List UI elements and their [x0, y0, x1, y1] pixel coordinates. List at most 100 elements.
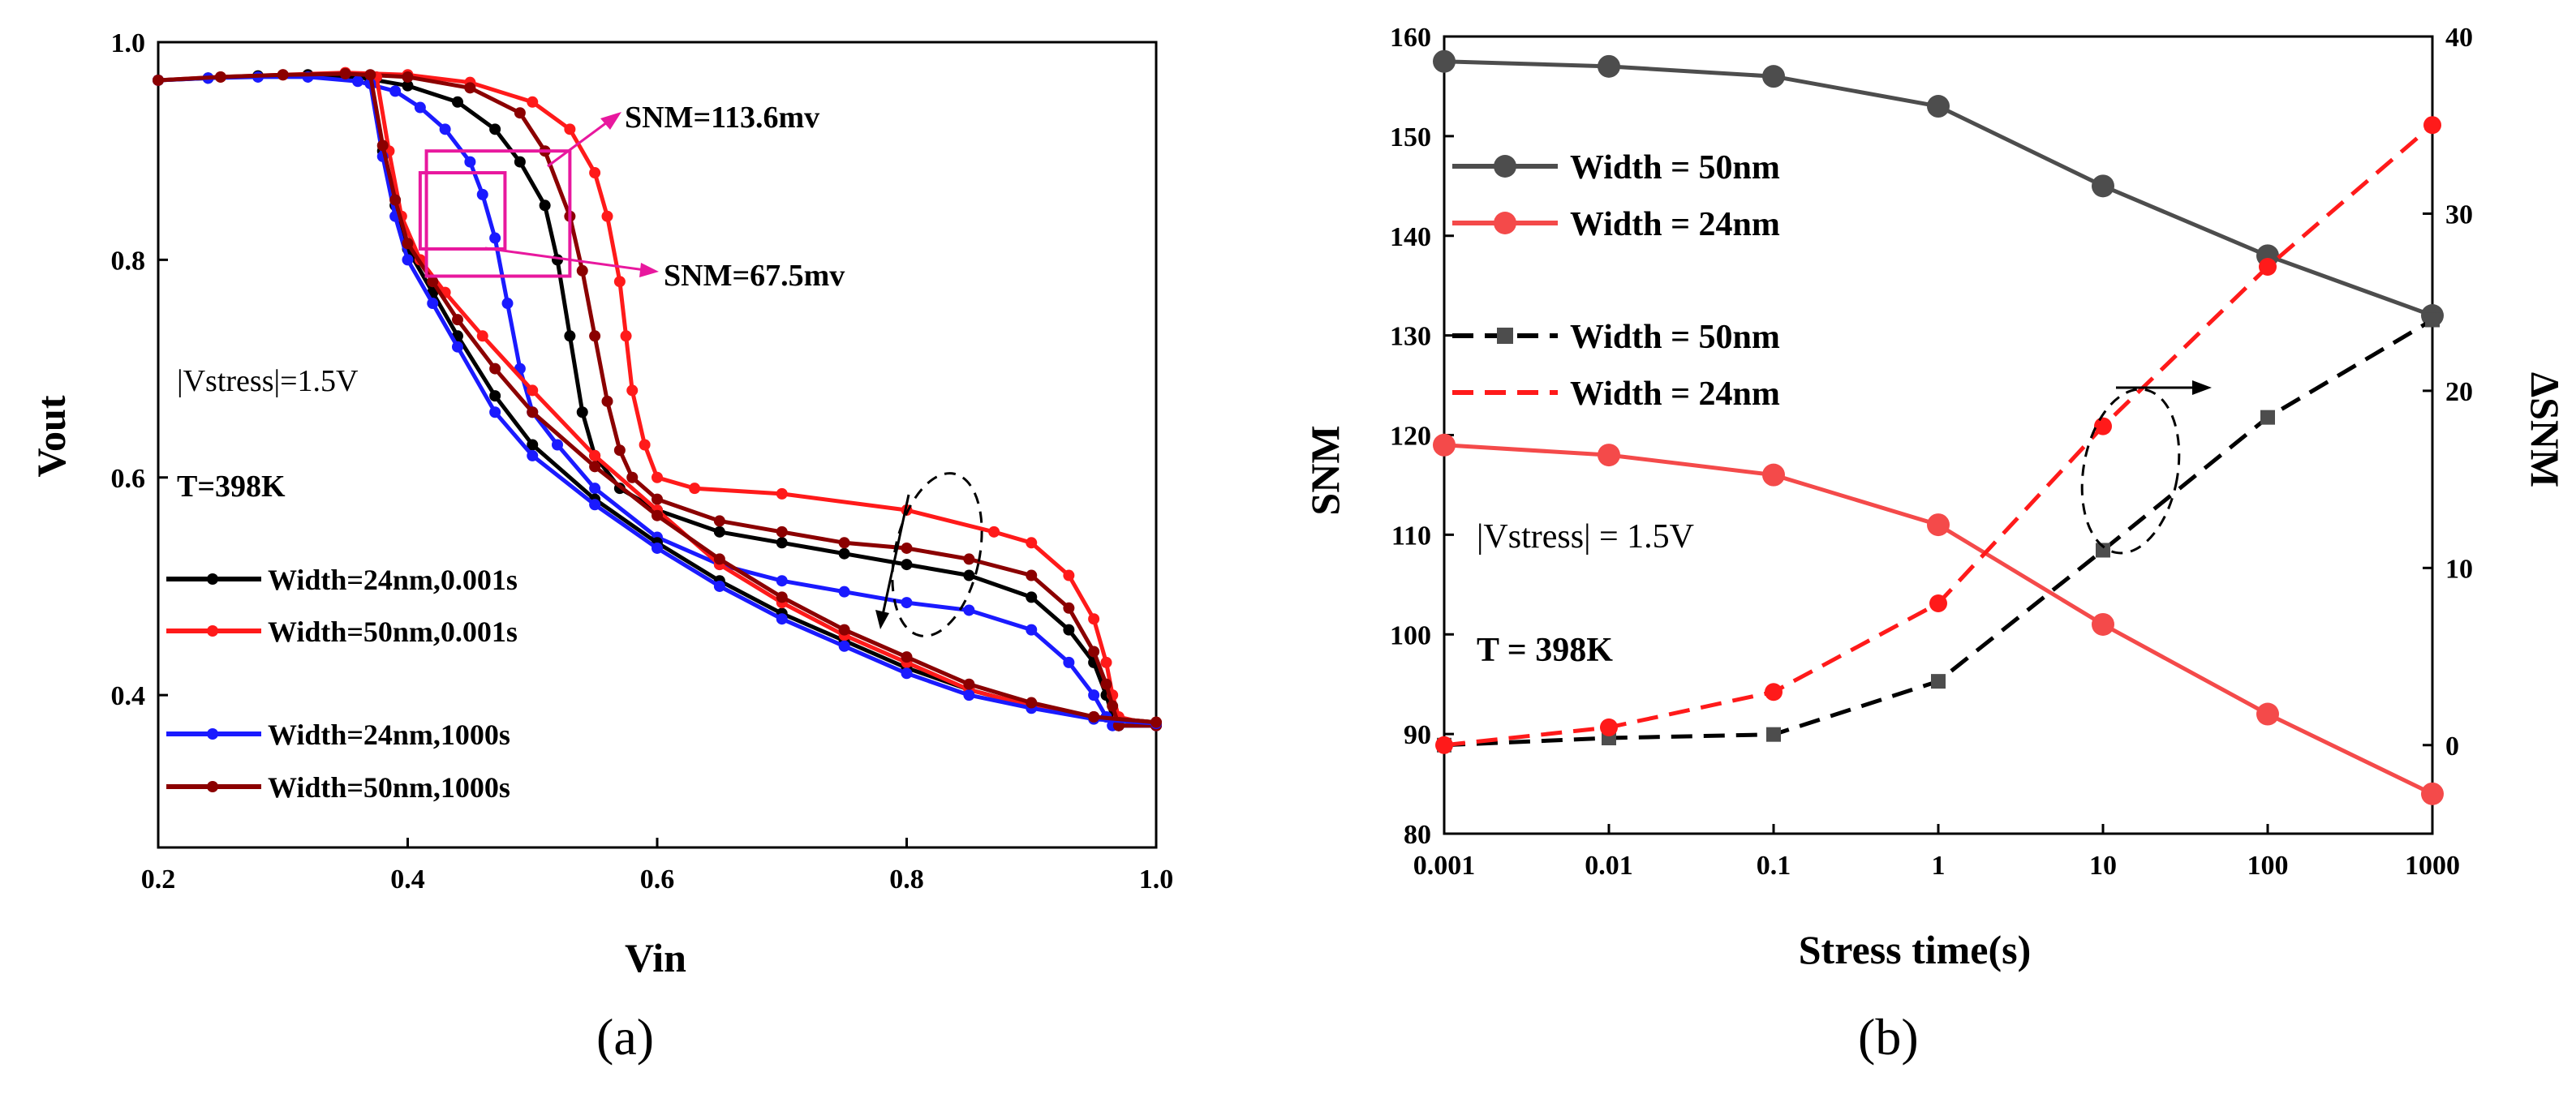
a-point-width-24nm-0-001s [576, 406, 588, 418]
a-point-width-50nm-1000s [652, 493, 663, 505]
aging-ellipse [891, 472, 983, 637]
a-point-width-50nm-1000s [963, 553, 975, 565]
a-point-width-50nm-0-001s [527, 96, 539, 108]
a-line-curve-7 [368, 74, 1157, 725]
legend-marker-snm-50nm [1494, 155, 1516, 178]
a-point-curve-4 [527, 439, 539, 451]
a-point-width-24nm-1000s [776, 575, 788, 587]
b-point-width-24nm-left [1433, 433, 1456, 457]
b-y-tick-label: 120 [1390, 422, 1431, 452]
b-y-tick-label: 160 [1390, 23, 1431, 53]
b-point-width-24nm-right [2423, 116, 2441, 135]
legend-label-dsnm-50nm: Width = 50nm [1570, 319, 1780, 356]
b-y-tick-label: 80 [1404, 820, 1431, 850]
a-point-curve-5 [476, 330, 488, 342]
b-point-width-50nm-left [1762, 65, 1785, 88]
legend-label-snm-50nm: Width = 50nm [1570, 149, 1780, 187]
b-point-width-24nm-left [1598, 444, 1620, 467]
b-y2-tick-label: 40 [2445, 23, 2473, 53]
b-point-width-24nm-right [1435, 736, 1453, 754]
a-point-width-24nm-0-001s [402, 79, 414, 92]
a-point-width-24nm-1000s [838, 586, 850, 598]
a-point-width-24nm-1000s [1088, 689, 1100, 701]
a-point-width-24nm-0-001s [838, 547, 850, 560]
a-point-width-50nm-0-001s [988, 526, 1000, 538]
temperature-label: T=398K [177, 470, 286, 504]
a-x-tick-label: 0.8 [889, 864, 924, 895]
a-point-width-50nm-0-001s [1063, 569, 1075, 581]
a-point-curve-7 [376, 139, 389, 152]
a-point-curve-7 [776, 591, 788, 603]
b-x-tick-label: 1000 [2405, 851, 2460, 881]
a-point-width-24nm-1000s [389, 85, 402, 97]
a-point-width-24nm-1000s [589, 483, 601, 495]
a-point-width-50nm-0-001s [601, 210, 613, 222]
a-x-tick-label: 0.4 [390, 864, 425, 895]
snm-67-arrow [484, 247, 646, 272]
panel-a-x-ticks: 0.2 0.4 0.6 0.8 1.0 [141, 838, 1174, 895]
legend-label-50nm-0001s: Width=50nm,0.001s [268, 616, 518, 648]
a-point-width-24nm-0-001s [1026, 591, 1038, 603]
b-point-width-50nm-right [2260, 410, 2275, 425]
panel-b-series [1433, 49, 2444, 805]
a-point-width-24nm-0-001s [963, 569, 975, 581]
b-point-width-50nm-right [1766, 727, 1781, 742]
a-point-width-50nm-0-001s [1100, 656, 1112, 668]
panel-b-x-axis-label: Stress time(s) [1799, 927, 2032, 972]
a-point-width-24nm-1000s [1063, 656, 1075, 668]
a-point-width-50nm-1000s [1088, 646, 1100, 658]
b-y-tick-label: 100 [1390, 620, 1431, 650]
b-point-width-24nm-left [2256, 702, 2279, 726]
a-x-tick-label: 1.0 [1139, 864, 1174, 895]
a-point-curve-4 [489, 390, 501, 402]
panel-a: 0.2 0.4 0.6 0.8 1.0 0.4 0.6 0.8 1.0 SNM=113.6mv… [28, 28, 1173, 1066]
a-point-width-24nm-1000s [476, 188, 488, 200]
a-point-width-50nm-1000s [1026, 569, 1038, 581]
vstress-label: |Vstress|=1.5V [177, 364, 359, 398]
b-x-tick-label: 0.1 [1757, 851, 1791, 881]
a-point-width-50nm-0-001s [613, 276, 626, 288]
a-point-curve-7 [838, 624, 850, 636]
a-point-width-50nm-1000s [838, 537, 850, 549]
a-point-width-50nm-0-001s [626, 384, 639, 397]
a-point-curve-7 [652, 509, 663, 521]
a-point-curve-7 [1150, 716, 1162, 728]
a-x-tick-label: 0.6 [640, 864, 675, 895]
a-point-width-50nm-1000s [153, 74, 164, 86]
a-point-width-24nm-0-001s [713, 526, 725, 538]
a-point-width-50nm-1000s [277, 69, 289, 81]
b-x-tick-label: 0.01 [1585, 851, 1633, 881]
a-point-width-50nm-0-001s [589, 167, 601, 179]
a-point-width-24nm-0-001s [452, 96, 463, 108]
a-point-width-24nm-0-001s [489, 123, 501, 135]
a-point-width-24nm-0-001s [1063, 624, 1075, 636]
snm-113-label: SNM=113.6mv [625, 101, 819, 135]
aging-arrow [881, 494, 910, 616]
a-point-width-24nm-1000s [1026, 624, 1038, 636]
panel-b-caption: (b) [1858, 1008, 1919, 1066]
b-y-tick-label: 140 [1390, 222, 1431, 252]
a-point-curve-7 [713, 553, 725, 565]
a-y-tick-label: 0.8 [111, 246, 146, 276]
b-y2-tick-label: 0 [2445, 731, 2459, 762]
b-point-width-24nm-right [1600, 718, 1618, 736]
a-point-width-50nm-1000s [589, 330, 601, 342]
panel-b: 0.001 0.01 0.1 1 10 100 1000 80901001101201301… [1302, 23, 2568, 1066]
a-point-width-24nm-1000s [963, 604, 975, 616]
b-y-tick-label: 110 [1391, 521, 1431, 551]
snm-box-0 [424, 149, 572, 278]
snm-113-arrowhead [600, 112, 621, 130]
a-point-width-24nm-1000s [552, 439, 563, 451]
delta-snm-ellipse [2080, 388, 2181, 555]
b-point-width-24nm-right [1765, 683, 1783, 701]
panel-a-legend: Width=24nm,0.001s Width=50nm,0.001s Widt… [166, 564, 518, 804]
legend-marker-50nm-1000s [207, 781, 218, 792]
panel-a-series [153, 66, 1162, 731]
a-point-width-50nm-1000s [514, 107, 526, 119]
b-line-width-24nm-left [1443, 443, 2434, 796]
snm-67-label: SNM=67.5mv [664, 259, 845, 293]
legend-label-24nm-0001s: Width=24nm,0.001s [268, 564, 518, 596]
a-point-curve-7 [364, 69, 376, 81]
b-x-tick-label: 10 [2089, 851, 2117, 881]
a-point-curve-7 [402, 238, 414, 250]
